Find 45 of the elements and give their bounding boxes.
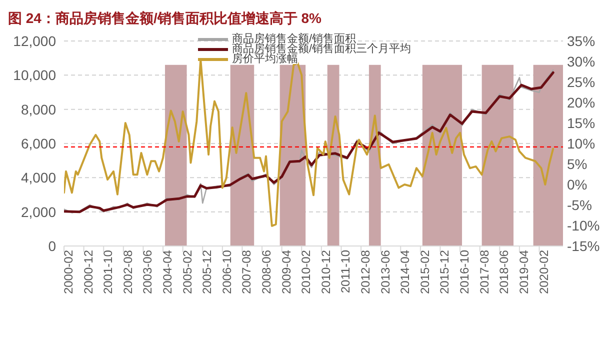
y-tick-label: 6,000 xyxy=(20,135,56,152)
x-tick-label: 2015-02 xyxy=(418,250,432,294)
y2-tick-label: -15% xyxy=(567,238,600,254)
x-tick-label: 2010-02 xyxy=(299,250,314,294)
x-tick-label: 2008-06 xyxy=(260,250,274,294)
x-tick-label: 2003-06 xyxy=(140,250,155,294)
y-tick-label: 12,000 xyxy=(13,32,56,49)
x-tick-label: 2015-12 xyxy=(438,250,452,294)
y-tick-label: 8,000 xyxy=(20,101,56,118)
x-tick-label: 2000-12 xyxy=(81,250,96,294)
y2-tick-label: 10% xyxy=(567,135,596,152)
x-tick-label: 2001-10 xyxy=(101,250,116,294)
x-tick-label: 2018-06 xyxy=(497,250,512,294)
x-tick-label: 2005-12 xyxy=(200,250,214,294)
x-tick-label: 2020-02 xyxy=(536,250,551,294)
x-tick-label: 2019-04 xyxy=(516,250,531,294)
y2-tick-label: 25% xyxy=(567,74,596,90)
legend-label: 房价平均涨幅 xyxy=(232,53,298,65)
y2-tick-label: 30% xyxy=(567,53,596,70)
x-tick-label: 2017-08 xyxy=(477,250,492,294)
y-tick-label: 10,000 xyxy=(13,67,56,84)
y-tick-label: 2,000 xyxy=(20,204,56,220)
y2-tick-label: 20% xyxy=(567,94,596,110)
x-tick-label: 2006-10 xyxy=(220,250,234,294)
x-tick-label: 2016-10 xyxy=(458,250,472,294)
y-tick-label: 0 xyxy=(48,238,56,254)
x-tick-label: 2007-08 xyxy=(240,250,254,294)
y-tick-label: 4,000 xyxy=(20,170,56,186)
chart-title: 图 24：商品房销售金额/销售面积比值增速高于 8% xyxy=(8,10,322,28)
x-tick-label: 2013-06 xyxy=(378,250,392,294)
x-tick-label: 2012-08 xyxy=(358,250,373,294)
y2-tick-label: 0% xyxy=(567,176,588,192)
x-tick-label: 2014-04 xyxy=(398,250,412,294)
y2-tick-label: 35% xyxy=(567,32,596,49)
x-tick-label: 2005-02 xyxy=(180,250,194,294)
x-tick-label: 2000-02 xyxy=(62,250,76,294)
y2-tick-label: 15% xyxy=(567,114,596,131)
x-tick-label: 2010-12 xyxy=(318,250,333,294)
x-tick-label: 2011-10 xyxy=(338,250,353,294)
x-tick-label: 2004-04 xyxy=(160,250,175,294)
x-tick-label: 2009-04 xyxy=(279,250,294,294)
y2-tick-label: 5% xyxy=(567,156,588,172)
y2-tick-label: -10% xyxy=(567,217,600,234)
x-tick-label: 2002-08 xyxy=(120,250,135,294)
y2-tick-label: -5% xyxy=(567,196,592,213)
